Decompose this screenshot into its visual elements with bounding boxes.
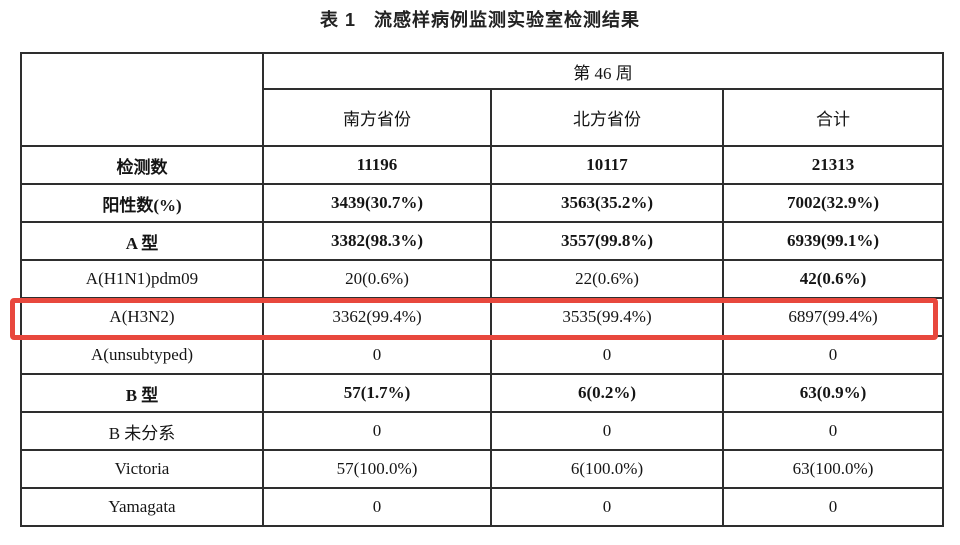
cell-north: 3535(99.4%) bbox=[490, 297, 724, 337]
table-row-yamagata: Yamagata 0 0 0 bbox=[20, 487, 944, 527]
cell-south: 57(1.7%) bbox=[262, 373, 492, 413]
cell-total: 63(0.9%) bbox=[722, 373, 944, 413]
flu-results-table: 第 46 周 南方省份 北方省份 合计 检测数 11196 10117 2131… bbox=[20, 52, 944, 527]
cell-north: 3557(99.8%) bbox=[490, 221, 724, 261]
table-row-type-b: B 型 57(1.7%) 6(0.2%) 63(0.9%) bbox=[20, 373, 944, 413]
table-row-victoria: Victoria 57(100.0%) 6(100.0%) 63(100.0%) bbox=[20, 449, 944, 489]
header-row-week: 第 46 周 bbox=[20, 52, 944, 147]
row-label: Yamagata bbox=[20, 487, 264, 527]
cell-total: 42(0.6%) bbox=[722, 259, 944, 299]
row-label: B 未分系 bbox=[20, 411, 264, 451]
row-label: 阳性数(%) bbox=[20, 183, 264, 223]
col-header-north: 北方省份 bbox=[490, 88, 724, 147]
cell-total: 6939(99.1%) bbox=[722, 221, 944, 261]
table-row-h3n2: A(H3N2) 3362(99.4%) 3535(99.4%) 6897(99.… bbox=[20, 297, 944, 337]
table-row-b-unassigned: B 未分系 0 0 0 bbox=[20, 411, 944, 451]
cell-north: 0 bbox=[490, 487, 724, 527]
row-label: A(H1N1)pdm09 bbox=[20, 259, 264, 299]
cell-north: 10117 bbox=[490, 145, 724, 185]
cell-north: 6(0.2%) bbox=[490, 373, 724, 413]
row-label: A 型 bbox=[20, 221, 264, 261]
cell-south: 0 bbox=[262, 487, 492, 527]
cell-north: 22(0.6%) bbox=[490, 259, 724, 299]
cell-total: 21313 bbox=[722, 145, 944, 185]
table-title: 表 1 流感样病例监测实验室检测结果 bbox=[319, 10, 640, 30]
col-header-south: 南方省份 bbox=[262, 88, 492, 147]
cell-south: 3362(99.4%) bbox=[262, 297, 492, 337]
table-row-h1n1pdm09: A(H1N1)pdm09 20(0.6%) 22(0.6%) 42(0.6%) bbox=[20, 259, 944, 299]
cell-north: 0 bbox=[490, 411, 724, 451]
cell-total: 0 bbox=[722, 411, 944, 451]
cell-total: 0 bbox=[722, 335, 944, 375]
cell-south: 57(100.0%) bbox=[262, 449, 492, 489]
cell-north: 0 bbox=[490, 335, 724, 375]
cell-north: 3563(35.2%) bbox=[490, 183, 724, 223]
cell-total: 0 bbox=[722, 487, 944, 527]
row-label: A(unsubtyped) bbox=[20, 335, 264, 375]
row-label: B 型 bbox=[20, 373, 264, 413]
cell-total: 7002(32.9%) bbox=[722, 183, 944, 223]
table-row-tested: 检测数 11196 10117 21313 bbox=[20, 145, 944, 185]
cell-south: 20(0.6%) bbox=[262, 259, 492, 299]
table-row-a-unsubtyped: A(unsubtyped) 0 0 0 bbox=[20, 335, 944, 375]
cell-south: 0 bbox=[262, 335, 492, 375]
cell-south: 11196 bbox=[262, 145, 492, 185]
corner-empty-cell bbox=[20, 52, 264, 147]
cell-south: 0 bbox=[262, 411, 492, 451]
cell-total: 63(100.0%) bbox=[722, 449, 944, 489]
cell-south: 3382(98.3%) bbox=[262, 221, 492, 261]
row-label: 检测数 bbox=[20, 145, 264, 185]
col-header-total: 合计 bbox=[722, 88, 944, 147]
row-label: A(H3N2) bbox=[20, 297, 264, 337]
row-label: Victoria bbox=[20, 449, 264, 489]
cell-south: 3439(30.7%) bbox=[262, 183, 492, 223]
table-row-positive: 阳性数(%) 3439(30.7%) 3563(35.2%) 7002(32.9… bbox=[20, 183, 944, 223]
header-row-regions: 南方省份 北方省份 合计 bbox=[21, 88, 944, 147]
cell-total: 6897(99.4%) bbox=[722, 297, 944, 337]
cell-north: 6(100.0%) bbox=[490, 449, 724, 489]
week-header-cell: 第 46 周 bbox=[262, 52, 944, 90]
table-row-type-a: A 型 3382(98.3%) 3557(99.8%) 6939(99.1%) bbox=[20, 221, 944, 261]
